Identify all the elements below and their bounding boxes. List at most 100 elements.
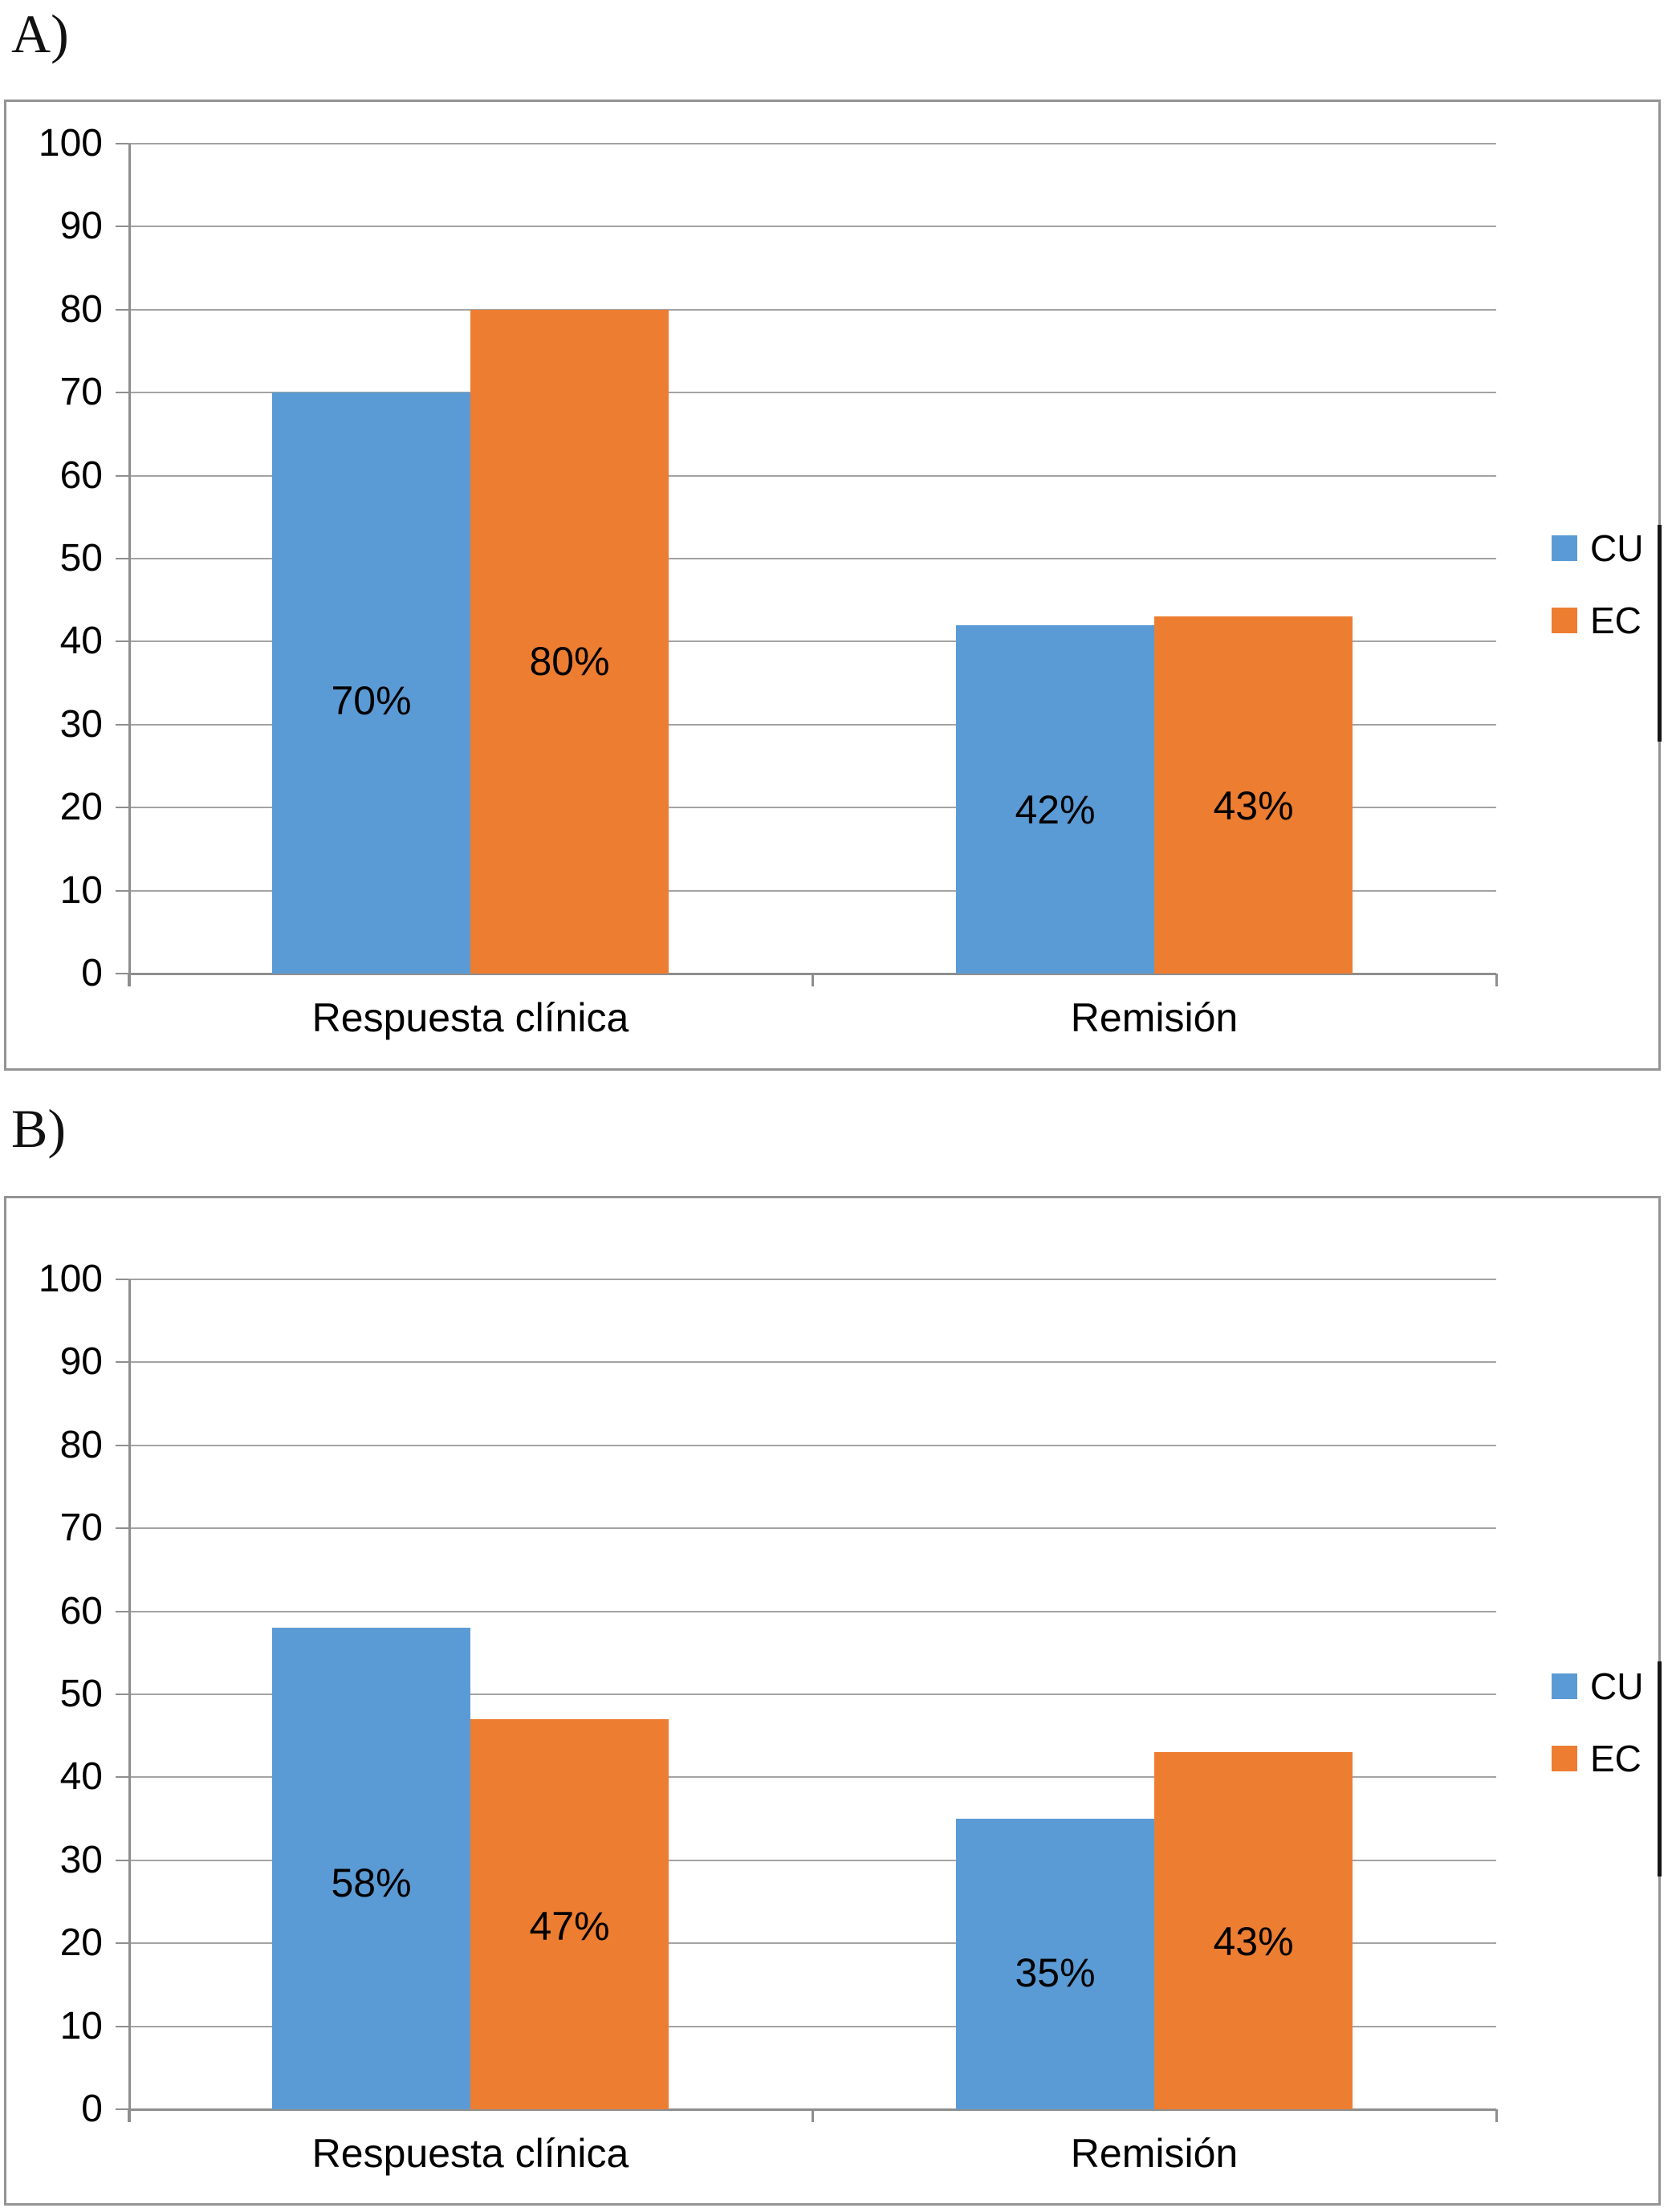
gridline	[128, 889, 1496, 892]
legend-swatch-ec	[1552, 1746, 1577, 1771]
legend-label-cu: CU	[1590, 1665, 1644, 1707]
gridline	[128, 1942, 1496, 1945]
y-axis-tick-label: 20	[59, 1921, 103, 1965]
y-axis-tick	[116, 558, 128, 559]
bar-cu-cat2	[956, 624, 1154, 974]
y-axis-tick	[116, 807, 128, 809]
y-axis-tick	[116, 2025, 128, 2027]
bar-value-label: 58%	[331, 1860, 412, 1906]
bar-value-label: 43%	[1213, 783, 1294, 829]
bar-cu-cat2	[956, 1819, 1154, 2109]
y-axis-tick-label: 30	[59, 1838, 103, 1881]
y-axis-tick-label: 100	[38, 1258, 103, 1300]
bar-value-label: 47%	[529, 1903, 610, 1949]
gridline	[128, 226, 1496, 228]
y-axis-tick	[116, 474, 128, 477]
y-axis-tick-label: 70	[59, 371, 103, 414]
y-axis-tick	[116, 1444, 128, 1446]
bar-ec-cat2	[1154, 616, 1353, 974]
y-axis-tick	[116, 143, 128, 144]
x-axis-tick	[1495, 974, 1498, 986]
y-axis-tick-label: 90	[59, 1340, 103, 1384]
legend-swatch-cu	[1552, 535, 1577, 561]
chart-panel-b: 0 10 20 30 40 50 60 70 80 90 100 58% 47% Respuesta cl…	[4, 1196, 1662, 2206]
bar-ec-cat2	[1154, 1752, 1353, 2109]
y-axis-tick	[116, 1776, 128, 1779]
x-axis-tick	[128, 2109, 130, 2122]
gridline	[128, 723, 1496, 726]
legend-label-cu: CU	[1590, 527, 1644, 569]
y-axis-tick-label: 60	[59, 453, 103, 497]
gridline	[128, 558, 1496, 559]
y-axis-tick	[116, 226, 128, 228]
x-axis-category-label: Remisión	[1070, 2131, 1239, 2176]
bar-value-label: 43%	[1213, 1919, 1294, 1965]
gridline	[128, 2025, 1496, 2027]
gridline	[128, 1776, 1496, 1779]
bar-value-label: 80%	[529, 639, 610, 685]
bar-ec-cat1	[470, 309, 669, 974]
legend-label-ec: EC	[1590, 1738, 1641, 1779]
y-axis-tick	[116, 1279, 128, 1280]
y-axis-tick	[116, 392, 128, 394]
x-axis-category-label: Respuesta clínica	[311, 995, 629, 1040]
y-axis-tick-label: 80	[59, 287, 103, 331]
y-axis-tick	[116, 1859, 128, 1861]
y-axis-tick	[116, 1694, 128, 1695]
y-axis-tick	[116, 1361, 128, 1364]
y-axis-tick-label: 70	[59, 1507, 103, 1550]
legend-label-ec: EC	[1590, 600, 1641, 641]
y-axis-line	[128, 144, 131, 986]
gridline	[128, 308, 1496, 311]
gridline	[128, 1610, 1496, 1612]
y-axis-tick	[116, 723, 128, 726]
x-axis-tick	[128, 974, 130, 986]
gridline	[128, 1279, 1496, 1280]
bar-value-label: 70%	[331, 677, 412, 723]
gridline	[128, 143, 1496, 144]
x-axis-tick	[1495, 2109, 1498, 2122]
x-axis-category-label: Respuesta clínica	[311, 2131, 629, 2176]
right-border-black-line	[1658, 525, 1662, 742]
x-axis-tick	[812, 974, 814, 986]
legend-item-cu: CU	[1552, 1668, 1643, 1705]
y-axis-tick-label: 40	[59, 1755, 103, 1799]
y-axis-tick-label: 10	[59, 868, 103, 912]
y-axis-tick-label: 60	[59, 1589, 103, 1633]
legend-item-ec: EC	[1552, 1740, 1641, 1777]
gridline	[128, 1527, 1496, 1530]
legend-item-ec: EC	[1552, 602, 1641, 639]
y-axis-tick	[116, 2108, 128, 2110]
gridline	[128, 1444, 1496, 1446]
gridline	[128, 474, 1496, 477]
bar-value-label: 35%	[1015, 1950, 1096, 1995]
chart-panel-a: 0 10 20 30 40 50 60 70 80 90 100 70% 80% Respuesta cl…	[4, 100, 1662, 1071]
y-axis-tick	[116, 308, 128, 311]
y-axis-tick	[116, 889, 128, 892]
gridline	[128, 1361, 1496, 1364]
y-axis-tick	[116, 1610, 128, 1612]
y-axis-tick-label: 30	[59, 702, 103, 746]
gridline	[128, 1859, 1496, 1861]
bar-value-label: 42%	[1015, 787, 1096, 832]
legend-item-cu: CU	[1552, 530, 1643, 567]
x-axis-tick	[812, 2109, 814, 2122]
x-axis-category-label: Remisión	[1070, 995, 1239, 1040]
y-axis-tick-label: 50	[59, 537, 103, 579]
y-axis-tick	[116, 973, 128, 974]
y-axis-tick-label: 0	[81, 952, 103, 994]
panel-a-label: A)	[11, 3, 69, 64]
y-axis-tick-label: 80	[59, 1423, 103, 1466]
bar-cu-cat1	[272, 392, 470, 974]
y-axis-tick-label: 0	[81, 2088, 103, 2130]
gridline	[128, 640, 1496, 643]
y-axis-tick-label: 100	[38, 122, 103, 165]
bar-ec-cat1	[470, 1719, 669, 2109]
y-axis-tick-label: 10	[59, 2004, 103, 2047]
y-axis-line	[128, 1279, 131, 2122]
legend-swatch-cu	[1552, 1673, 1577, 1699]
bar-cu-cat1	[272, 1628, 470, 2109]
y-axis-tick	[116, 1942, 128, 1945]
gridline	[128, 807, 1496, 809]
right-border-black-line	[1658, 1661, 1662, 1877]
